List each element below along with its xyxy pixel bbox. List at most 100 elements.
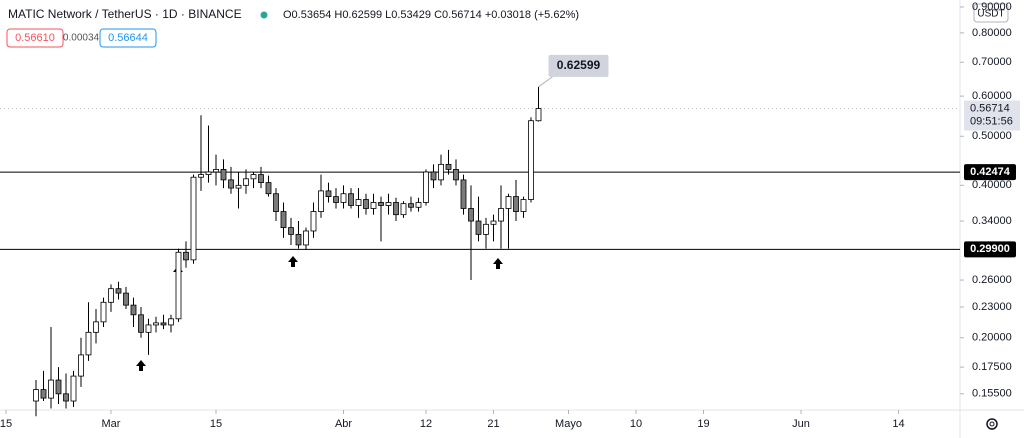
y-tick-label: 0.80000 [972,27,1012,39]
currency: USDT [977,9,1004,20]
x-tick-label: 12 [420,418,432,430]
x-tick-label: 19 [697,418,709,430]
sell-box[interactable] [6,28,64,48]
settings-icon[interactable] [986,418,998,430]
candle-body [243,178,249,186]
candle-body [198,174,204,178]
gear-hub [989,421,995,427]
y-tick-label: 0.20000 [972,332,1012,344]
candle-body [340,193,347,203]
candle-body [408,203,414,208]
candle-body [528,120,534,200]
buy-price: 0.56644 [108,32,148,44]
annotation-box [548,54,609,77]
candle-body [273,193,279,212]
y-tick-label: 0.60000 [972,90,1012,102]
arrow [493,258,503,269]
last-price-box [964,100,1020,131]
candle-body [378,202,384,206]
candle-body [33,389,39,402]
candle-body [175,251,182,320]
price-label-box [964,241,1016,258]
candle-body [385,202,392,206]
candle-body [400,203,407,216]
candle-body [40,389,47,399]
candle-body [228,179,234,189]
candle-body [108,288,114,303]
candle-body [295,233,302,246]
arrow [288,256,298,267]
y-tick-label: 0.15500 [972,388,1012,400]
candle-body [423,171,429,203]
y-tick-label: 0.23000 [972,301,1012,313]
gear [986,418,998,430]
status-dot [260,11,268,19]
candle-body [55,379,62,395]
annotation-connector [538,76,553,88]
y-tick-label: 0.70000 [972,56,1012,68]
candle-body [370,202,377,209]
candle-body [213,169,219,173]
candle-body [160,322,167,326]
candle-body [318,190,324,212]
candle-body [130,304,137,316]
y-tick-label: 0.17500 [972,361,1012,373]
ohlc-legend: O0.53654 H0.62599 L0.53429 C0.56714 +0.0… [283,9,579,21]
candle-body [138,314,144,333]
y-tick-label: 0.50000 [972,130,1012,142]
symbol-title: MATIC Network / TetherUS · 1D · BINANCE [8,7,242,21]
candle-body [258,174,264,183]
candle-body [513,196,519,212]
currency-box[interactable] [973,3,1009,23]
candle-body [280,211,287,229]
y-tick-label: 0.90000 [972,1,1012,13]
candle-body [220,169,227,181]
buy-box[interactable] [99,28,157,48]
y-tick-label: 0.34000 [972,215,1012,227]
x-tick-label: 10 [630,418,642,430]
candle-body [265,182,272,195]
x-tick-label: Mar [102,418,121,430]
candle-body [415,202,422,208]
x-tick-label: 15 [210,418,222,430]
candle-body [348,193,354,206]
candle-body [168,318,174,326]
candle-body [355,199,362,206]
last-price-label: 0.56714 [970,102,1010,114]
candle-body [520,199,527,212]
candle-body [505,196,512,209]
candle-body [393,202,399,216]
candle-body [145,324,152,333]
candle-body [310,211,317,232]
candle-body [303,230,309,246]
x-tick-label: 21 [487,418,499,430]
candle-body [235,184,242,189]
countdown: 09:51:56 [970,115,1013,127]
candle-body [468,208,474,222]
y-tick-label: 0.40000 [972,179,1012,191]
x-tick-label: Abr [335,418,352,430]
candle-body [325,190,332,197]
candle-body [205,171,212,175]
candle-body [288,227,294,235]
annotation-label: 0.62599 [557,58,601,72]
candle-body [48,379,54,399]
price-label-box [964,164,1016,181]
candle-body [498,208,504,222]
candle-body [535,108,542,122]
candle-body [475,220,482,235]
candle-body [445,163,452,170]
x-tick-label: Mayo [555,418,582,430]
price-label: 0.29900 [970,243,1010,255]
candle-body [100,301,107,323]
candle-body [490,220,497,225]
candle-body [115,288,122,294]
candle-body [363,199,369,209]
price-label: 0.42474 [970,166,1011,178]
candle-body [70,375,77,402]
candle-body [153,322,159,326]
candle-body [93,321,99,333]
candle-body [483,223,489,235]
